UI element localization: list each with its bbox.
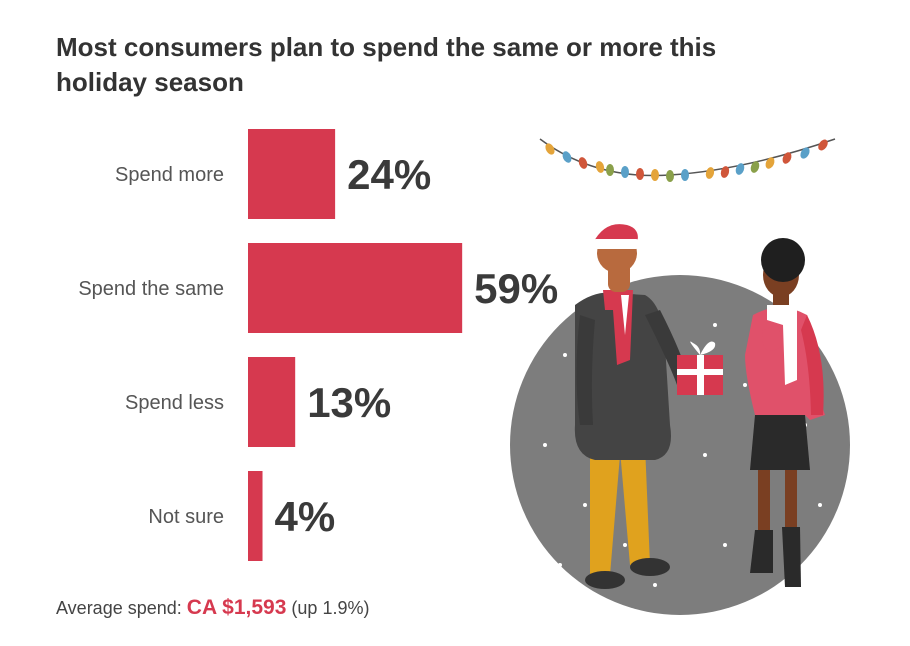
bar-not-sure [248, 471, 263, 561]
category-label-not-sure: Not sure [148, 506, 224, 528]
category-label-spend-more: Spend more [115, 164, 224, 186]
average-spend-footer: Average spend: CA $1,593 (up 1.9%) [56, 596, 369, 620]
holiday-gift-illustration [510, 138, 850, 615]
string-lights-icon [539, 138, 836, 182]
gift-box-icon [677, 341, 723, 395]
average-spend-note: (up 1.9%) [291, 598, 370, 618]
chart-title: Most consumers plan to spend the same or… [56, 32, 717, 97]
bar-spend-the-same [248, 243, 463, 333]
value-label-spend-the-same: 59% [474, 265, 558, 312]
bar-spend-more [248, 129, 336, 219]
man-figure [574, 224, 690, 589]
bar-spend-less [248, 357, 296, 447]
value-label-spend-less: 13% [307, 379, 391, 426]
value-label-spend-more: 24% [347, 151, 431, 198]
average-spend-prefix: Average spend: [56, 598, 182, 618]
value-label-not-sure: 4% [275, 493, 336, 540]
average-spend-amount: CA $1,593 [186, 596, 287, 619]
woman-figure [745, 238, 825, 587]
category-label-spend-less: Spend less [125, 392, 224, 414]
category-label-spend-the-same: Spend the same [78, 278, 224, 300]
